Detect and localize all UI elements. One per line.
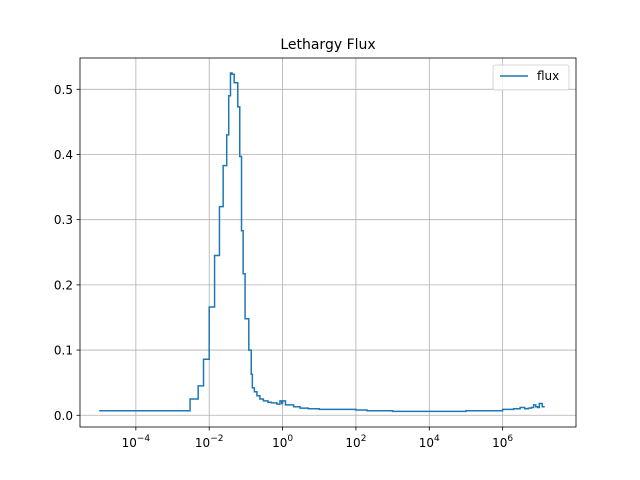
legend: flux — [492, 64, 570, 91]
y-tick-label: 0.3 — [54, 213, 73, 227]
y-tick-label: 0.1 — [54, 344, 73, 358]
y-tick-label: 0.2 — [54, 278, 73, 292]
x-tick-label-exponent: 2 — [361, 434, 367, 444]
series-layer — [99, 72, 545, 413]
chart-title: Lethargy Flux — [280, 37, 375, 53]
legend-box — [492, 64, 570, 91]
x-tick-label-base: 10 — [195, 436, 210, 450]
x-tick-label-exponent: 4 — [434, 434, 440, 444]
x-tick-label: 102 — [345, 434, 366, 450]
x-axis: 10−4 10−2 100 102 104 106 — [122, 427, 513, 450]
y-tick-label: 0.4 — [54, 148, 73, 162]
axes-frame — [79, 57, 577, 428]
grid — [80, 58, 576, 427]
y-tick-label: 0.5 — [54, 83, 73, 97]
y-axis: 0.0 0.1 0.2 0.3 0.4 0.5 — [54, 83, 80, 423]
legend-label-flux: flux — [537, 69, 559, 83]
x-tick-label-exponent: 0 — [287, 434, 293, 444]
x-tick-label: 100 — [272, 434, 293, 450]
x-tick-label-exponent: −4 — [137, 434, 151, 444]
y-tick-label: 0.0 — [54, 409, 73, 423]
x-tick-label: 104 — [419, 434, 440, 450]
x-tick-label: 10−2 — [195, 434, 224, 450]
series-line-flux — [99, 72, 545, 413]
x-tick-label-exponent: 6 — [507, 434, 513, 444]
x-tick-label: 10−4 — [122, 434, 151, 450]
x-tick-label: 106 — [492, 434, 513, 450]
plot-area — [80, 58, 576, 427]
x-tick-label-base: 10 — [345, 436, 360, 450]
x-tick-label-base: 10 — [492, 436, 507, 450]
x-tick-label-base: 10 — [272, 436, 287, 450]
x-tick-label-base: 10 — [122, 436, 137, 450]
x-tick-label-exponent: −2 — [210, 434, 223, 444]
x-tick-label-base: 10 — [419, 436, 434, 450]
